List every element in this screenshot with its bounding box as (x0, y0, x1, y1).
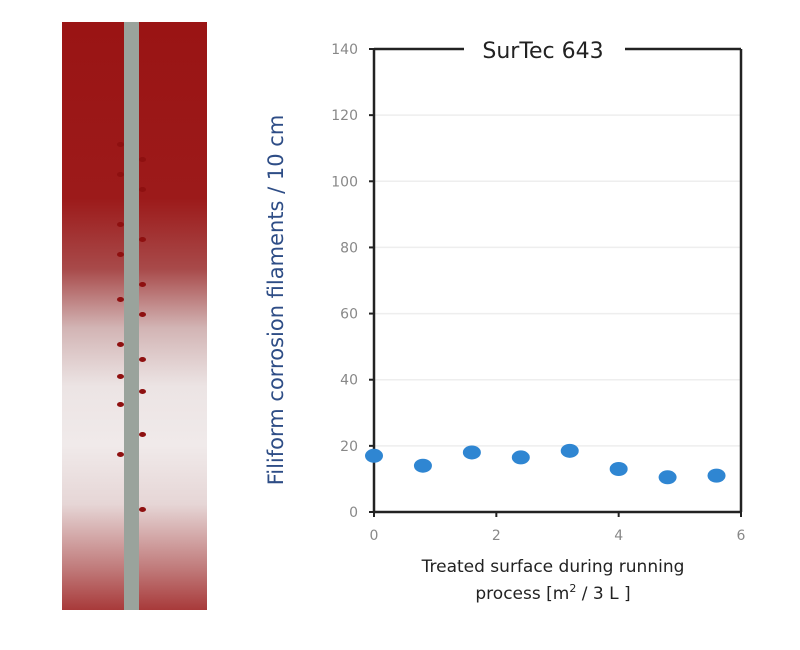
y-tick-label: 100 (331, 174, 358, 190)
y-tick-label: 140 (331, 42, 358, 58)
corrosion-filament (139, 282, 146, 287)
y-tick-label: 0 (349, 505, 358, 521)
corrosion-filament (139, 357, 146, 362)
x-axis-label-line2: process [m2 / 3 L ] (475, 582, 630, 604)
corrosion-filament (117, 222, 124, 227)
x-axis-label-line1: Treated surface during running (421, 557, 685, 577)
data-point (413, 458, 432, 473)
corrosion-filament (139, 157, 146, 162)
data-point (560, 443, 579, 458)
corrosion-filament (117, 252, 124, 257)
corrosion-filament (117, 172, 124, 177)
corrosion-filament (117, 297, 124, 302)
y-axis-label: Filiform corrosion filaments / 10 cm (264, 115, 288, 486)
data-point (707, 468, 726, 483)
x-tick-label: 4 (614, 528, 623, 544)
x-tick-label: 2 (492, 528, 501, 544)
data-point (511, 450, 530, 465)
data-point (609, 462, 628, 477)
corrosion-filament (139, 507, 146, 512)
corrosion-filament (139, 237, 146, 242)
corrosion-filament (139, 432, 146, 437)
corrosion-filament (139, 187, 146, 192)
y-tick-label: 80 (340, 240, 358, 256)
data-point (658, 470, 677, 485)
corrosion-filament (139, 312, 146, 317)
x-label-superscript: 2 (569, 582, 576, 595)
corrosion-sample-photo (62, 22, 207, 610)
x-tick-label: 0 (370, 528, 379, 544)
y-tick-label: 20 (340, 439, 358, 455)
corrosion-filament (117, 142, 124, 147)
x-tick-label: 6 (737, 528, 746, 544)
corrosion-filament (117, 374, 124, 379)
y-tick-label: 120 (331, 108, 358, 124)
x-label-part: / 3 L ] (576, 584, 630, 604)
data-point (365, 448, 383, 463)
data-point (462, 445, 481, 460)
corrosion-filament (117, 402, 124, 407)
scribe-line (124, 22, 139, 610)
corrosion-filament (139, 389, 146, 394)
y-tick-label: 60 (340, 307, 358, 323)
x-label-part: process [m (475, 584, 569, 604)
chart-title: SurTec 643 (482, 39, 603, 64)
corrosion-filament (117, 452, 124, 457)
corrosion-filament (117, 342, 124, 347)
y-tick-label: 40 (340, 373, 358, 389)
